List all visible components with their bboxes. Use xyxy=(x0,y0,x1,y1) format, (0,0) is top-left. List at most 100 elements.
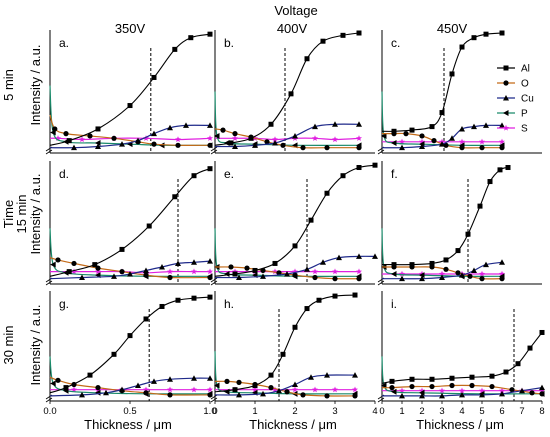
data-point-cu xyxy=(143,267,149,273)
ylabel-row2: Intensity / a.u. xyxy=(28,174,43,255)
data-point-o xyxy=(55,377,61,383)
data-point-s xyxy=(503,124,509,131)
data-point-p xyxy=(224,139,230,146)
data-point-cu xyxy=(119,141,125,147)
data-point-s xyxy=(232,135,238,141)
data-point-o xyxy=(224,378,230,384)
data-point-o xyxy=(52,126,58,132)
data-point-al xyxy=(515,361,521,367)
data-point-o xyxy=(352,393,358,399)
data-point-cu xyxy=(483,261,489,268)
data-point-o xyxy=(499,276,505,282)
data-point-cu xyxy=(159,263,165,270)
data-point-al xyxy=(340,32,346,38)
data-point-s xyxy=(232,268,238,275)
data-point-p xyxy=(95,139,101,146)
data-point-p xyxy=(391,270,397,277)
data-point-cu xyxy=(439,141,445,147)
data-point-cu xyxy=(320,259,326,265)
data-point-al xyxy=(95,126,101,132)
data-point-o xyxy=(429,383,435,390)
data-point-al xyxy=(409,376,415,382)
panel-label: i. xyxy=(391,297,397,311)
data-point-s xyxy=(191,386,197,393)
data-point-al xyxy=(449,71,455,77)
x-tick-label: 0 xyxy=(212,406,217,417)
data-point-o xyxy=(167,274,173,281)
data-point-cu xyxy=(459,391,465,398)
data-point-cu xyxy=(151,378,157,384)
data-point-p xyxy=(50,261,56,268)
panel-label: e. xyxy=(224,167,234,181)
series-line-o xyxy=(49,114,211,146)
data-point-cu xyxy=(519,387,525,394)
row-label-5min: 5 min xyxy=(1,69,16,101)
data-point-p xyxy=(391,139,397,146)
data-point-o xyxy=(499,145,505,151)
x-tick-label: 3 xyxy=(332,406,337,417)
data-point-cu xyxy=(352,372,358,378)
data-point-s xyxy=(499,387,505,394)
series-line-al xyxy=(381,32,503,132)
data-point-o xyxy=(232,131,238,137)
data-point-o xyxy=(71,260,77,267)
data-point-s xyxy=(479,387,485,394)
data-point-al xyxy=(372,162,378,168)
data-point-p xyxy=(391,388,397,395)
data-point-al xyxy=(459,44,465,50)
data-point-al xyxy=(409,262,415,268)
data-point-cu xyxy=(499,390,505,397)
data-point-al xyxy=(127,333,133,339)
data-point-o xyxy=(409,383,415,390)
data-point-o xyxy=(431,138,437,144)
series-line-cu xyxy=(214,374,356,396)
data-point-o xyxy=(280,142,286,148)
data-point-o xyxy=(151,141,157,147)
row-label-30min: 30 min xyxy=(1,325,16,364)
x-tick-label: 2 xyxy=(292,406,297,417)
data-point-al xyxy=(489,373,495,379)
data-point-al xyxy=(527,345,533,351)
data-point-cu xyxy=(399,144,405,151)
data-point-cu xyxy=(272,139,278,146)
data-point-al xyxy=(429,376,435,382)
data-point-s xyxy=(479,270,485,277)
x-tick-label: 7 xyxy=(519,406,524,417)
x-tick-label: 0 xyxy=(379,406,384,417)
data-point-cu xyxy=(336,254,342,261)
data-point-al xyxy=(127,103,133,109)
x-tick-label: 5 xyxy=(479,406,484,417)
axis-break-mark xyxy=(45,280,53,286)
data-point-al xyxy=(483,31,489,37)
data-point-al xyxy=(324,190,330,196)
data-point-cu xyxy=(471,267,477,273)
data-point-al xyxy=(175,297,181,303)
data-point-al xyxy=(443,257,449,263)
data-point-cu xyxy=(304,266,310,272)
x-tick-label: 2 xyxy=(419,406,424,417)
data-point-al xyxy=(146,223,152,229)
data-point-o xyxy=(332,276,338,282)
axis-break-mark xyxy=(377,149,385,155)
panel-label: g. xyxy=(59,297,69,311)
data-point-cu xyxy=(79,274,85,280)
data-point-s xyxy=(272,268,278,275)
data-point-al xyxy=(66,138,72,144)
axis-break-mark xyxy=(210,277,218,283)
data-point-s xyxy=(332,136,338,143)
series-line-cu xyxy=(214,123,360,148)
data-point-al xyxy=(159,303,165,309)
data-point-o xyxy=(529,390,535,396)
series-line-p xyxy=(381,356,543,395)
data-point-al xyxy=(487,179,493,185)
data-point-al xyxy=(304,56,310,62)
data-point-al xyxy=(191,173,197,179)
data-point-cu xyxy=(167,124,173,131)
data-point-cu xyxy=(449,135,455,141)
legend-item-cu: Cu xyxy=(497,94,534,105)
data-point-cu xyxy=(191,259,197,265)
axis-break-mark xyxy=(210,280,218,286)
row-label-15min: 15 min xyxy=(14,194,29,233)
data-point-p xyxy=(224,270,230,277)
panel-d: d. xyxy=(45,161,213,286)
